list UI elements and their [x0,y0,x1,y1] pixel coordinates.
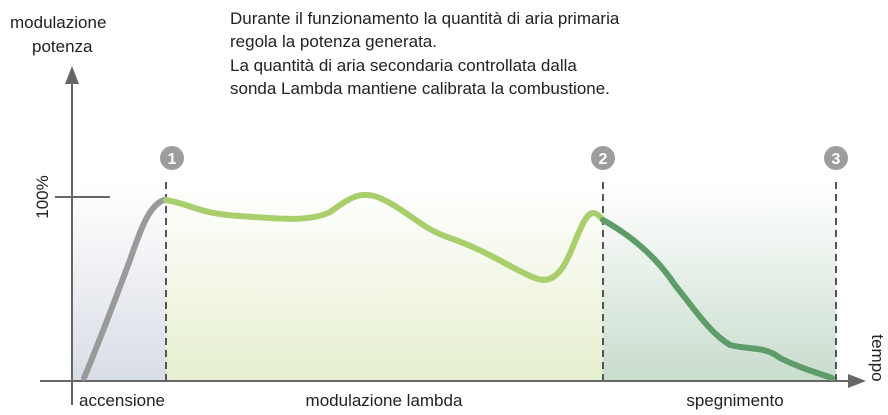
arrow [65,66,79,84]
y-axis-label: modulazione [10,13,106,32]
marker-circle [591,146,615,170]
x-axis-label: tempo [868,334,887,381]
curve-shutdown [600,217,835,381]
phase-label: spegnimento [686,391,783,410]
curve-start [81,197,167,381]
arrow [848,374,866,388]
phase-area [603,185,836,381]
marker-circle [160,146,184,170]
description: La quantità di aria secondaria controlla… [230,56,577,75]
curve-modulation [163,191,606,283]
description: regola la potenza generata. [230,32,437,51]
marker-label: 2 [599,151,608,168]
marker-label: 3 [832,151,841,168]
description: Durante il funzionamento la quantità di … [230,9,620,28]
y-axis-label: potenza [32,37,93,56]
markers: 1 2 3 [160,146,848,170]
phase-label: accensione [79,391,165,410]
phase-label: modulazione lambda [306,391,463,410]
level-label: 100% [33,175,52,218]
dashed-lines [165,182,837,381]
description: sonda Lambda mantiene calibrata la combu… [230,79,610,98]
marker-circle [824,146,848,170]
marker-label: 1 [168,151,177,168]
